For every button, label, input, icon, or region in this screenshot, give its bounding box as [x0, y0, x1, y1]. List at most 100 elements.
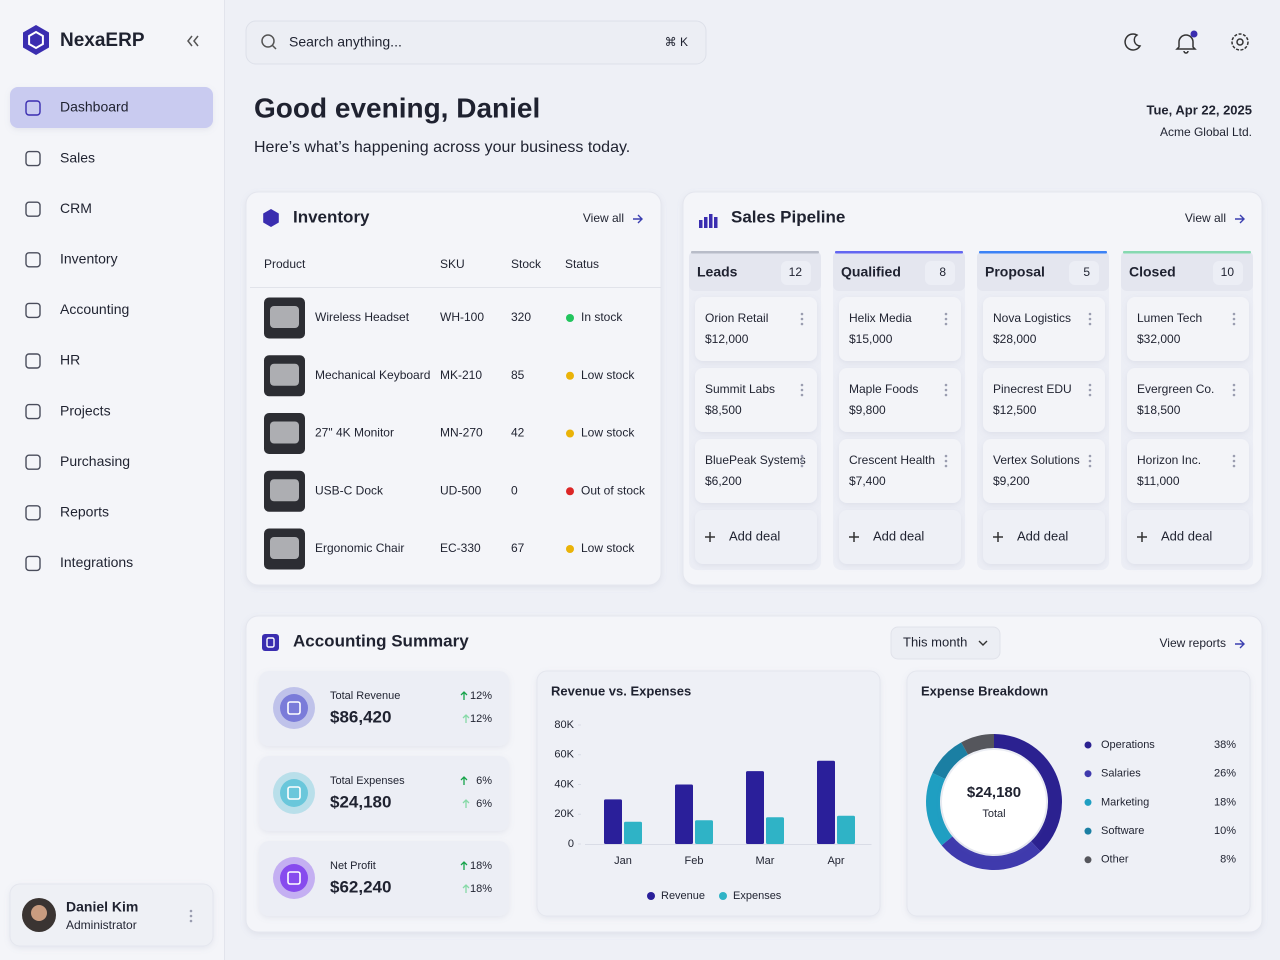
deal-card[interactable]: [839, 297, 961, 361]
deal-card[interactable]: [1127, 368, 1249, 432]
deal-value: $9,800: [849, 403, 886, 417]
y-tick-label: 0: [568, 838, 574, 850]
nav-item[interactable]: Purchasing: [60, 453, 130, 469]
menu-dot: [1088, 322, 1092, 326]
settings[interactable]: [1231, 33, 1249, 51]
add-deal-button[interactable]: [695, 510, 817, 564]
deal-name: Vertex Solutions: [993, 453, 1080, 467]
nav-item[interactable]: Accounting: [60, 301, 129, 317]
nav-item[interactable]: Reports: [60, 504, 109, 520]
nav-item[interactable]: Sales: [60, 149, 95, 165]
menu-dot: [1232, 459, 1236, 463]
trend-up-icon-faint: [462, 884, 470, 893]
trend-up-icon-faint: [462, 714, 470, 723]
menu-dot: [189, 909, 193, 913]
column-header: Product: [264, 257, 306, 271]
dropdown-caret: [978, 640, 988, 646]
status: Low stock: [581, 541, 635, 555]
y-tick-label: 40K: [554, 778, 574, 790]
expense-chart-panel: [906, 670, 1251, 917]
nav-item[interactable]: Projects: [60, 402, 111, 418]
deal-card[interactable]: [983, 368, 1105, 432]
deal-name: Orion Retail: [705, 311, 768, 325]
deal-card[interactable]: [1127, 297, 1249, 361]
menu-dot: [1088, 388, 1092, 392]
menu-dot: [1232, 383, 1236, 387]
stock: 85: [511, 368, 525, 382]
menu-dot: [1088, 464, 1092, 468]
period-dropdown[interactable]: [890, 626, 1001, 660]
revenue-chart-panel: [536, 670, 881, 917]
deal-card[interactable]: [839, 368, 961, 432]
deal-name: Evergreen Co.: [1137, 382, 1214, 396]
menu-dot: [800, 322, 804, 326]
view-reports-link[interactable]: View reports: [1160, 636, 1226, 650]
legend-label: Expenses: [733, 890, 782, 902]
deal-card[interactable]: [695, 439, 817, 503]
nav-item[interactable]: Dashboard: [60, 99, 129, 115]
add-deal-button[interactable]: [1127, 510, 1249, 564]
card-title: Accounting Summary: [293, 631, 469, 650]
bar: [624, 821, 642, 844]
sku: MN-270: [440, 426, 483, 440]
kpi-label: Net Profit: [330, 860, 376, 872]
menu-dot: [944, 393, 948, 397]
view-all-link[interactable]: View all: [583, 211, 624, 225]
plus-icon: [705, 532, 715, 542]
deal-card[interactable]: [1127, 439, 1249, 503]
collapse-icon[interactable]: [187, 35, 199, 47]
add-deal-button[interactable]: [839, 510, 961, 564]
deal-name: Helix Media: [849, 311, 912, 325]
pipeline-card: [682, 191, 1263, 586]
product-name: Mechanical Keyboard: [315, 368, 430, 382]
column-header: Status: [565, 257, 599, 271]
product-image-shine: [270, 537, 299, 559]
stage-name: Leads: [697, 264, 738, 280]
logo: [23, 25, 49, 55]
deal-name: Summit Labs: [705, 382, 775, 396]
kpi-icon: [280, 864, 308, 892]
status-dot: [566, 429, 574, 438]
deal-card[interactable]: [695, 368, 817, 432]
legend-value: 18%: [1214, 796, 1236, 808]
notifications[interactable]: [1175, 34, 1197, 54]
view-all-link[interactable]: View all: [1185, 211, 1226, 225]
nav-icon: [25, 505, 41, 521]
product-image-shine: [270, 363, 299, 386]
menu-dot: [944, 454, 948, 458]
donut-segment: [932, 742, 968, 780]
donut-center: [942, 750, 1046, 854]
kpi-change-secondary: 6%: [476, 798, 492, 810]
kpi-change-secondary: 18%: [470, 883, 492, 895]
menu-dot: [944, 312, 948, 316]
search-box[interactable]: [245, 20, 707, 65]
deal-value: $9,200: [993, 474, 1030, 488]
kpi-icon-glyph: [287, 786, 301, 800]
sidebar: [0, 0, 224, 960]
x-tick-label: Mar: [756, 855, 775, 867]
theme-toggle[interactable]: [1124, 33, 1142, 51]
product-image-shine: [270, 306, 299, 328]
stage-name: Qualified: [841, 264, 901, 280]
add-deal-label: Add deal: [1161, 528, 1212, 543]
deal-value: $28,000: [993, 332, 1037, 346]
deal-card[interactable]: [839, 439, 961, 503]
status: Out of stock: [581, 483, 646, 497]
nav-item[interactable]: HR: [60, 352, 80, 368]
logo-inner: [28, 30, 44, 50]
kpi-label: Total Expenses: [330, 775, 405, 787]
kpi-change: 18%: [470, 860, 492, 872]
stock: 320: [511, 310, 531, 324]
kpi-icon: [280, 694, 308, 722]
nav-item[interactable]: Inventory: [60, 251, 118, 267]
deal-card[interactable]: [983, 439, 1105, 503]
stage-accent: [835, 251, 963, 254]
menu-dot: [944, 464, 948, 468]
y-tick-label: 60K: [554, 749, 574, 761]
nav-item[interactable]: Integrations: [60, 554, 133, 570]
add-deal-button[interactable]: [983, 510, 1105, 564]
deal-card[interactable]: [695, 297, 817, 361]
nav-item[interactable]: CRM: [60, 200, 92, 216]
deal-card[interactable]: [983, 297, 1105, 361]
donut-total-label: Total: [982, 808, 1005, 820]
